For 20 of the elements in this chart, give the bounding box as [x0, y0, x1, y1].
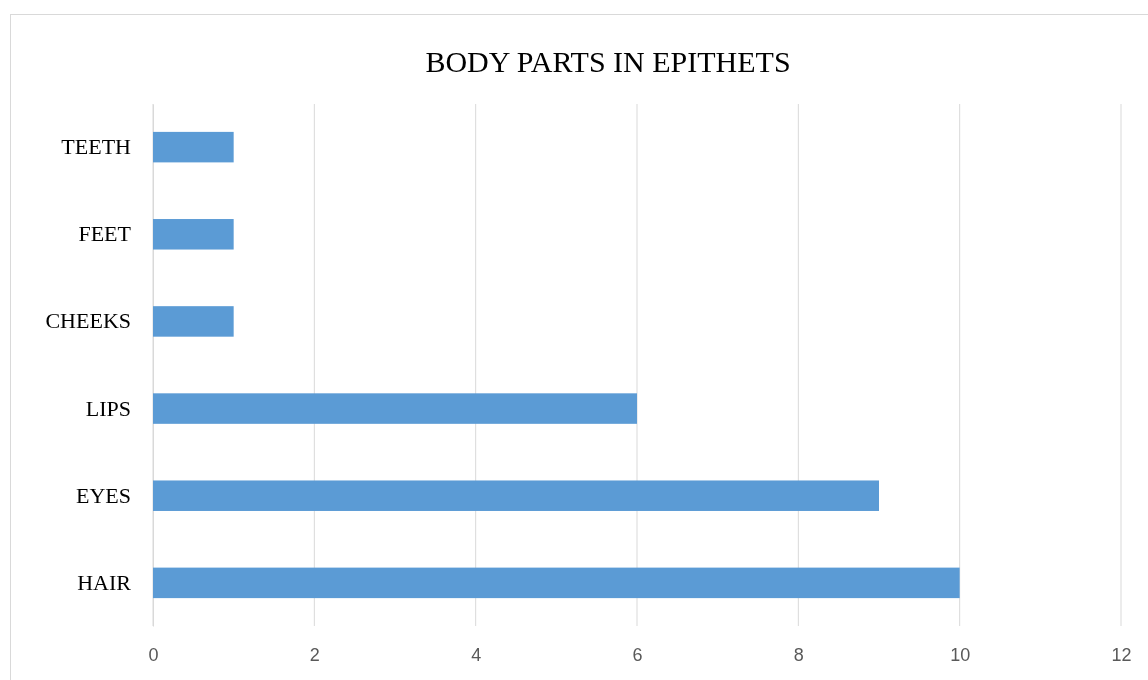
y-tick-label: FEET	[78, 221, 132, 247]
x-tick-label: 10	[950, 644, 971, 665]
y-tick-label: LIPS	[85, 395, 131, 421]
chart-title: BODY PARTS IN EPITHETS	[425, 45, 791, 78]
x-tick-label: 8	[793, 644, 804, 665]
y-tick-label: EYES	[76, 482, 131, 508]
x-tick-label: 12	[1111, 644, 1132, 665]
x-tick-label: 6	[632, 644, 643, 665]
bar	[153, 306, 234, 337]
bar	[153, 567, 960, 599]
y-tick-label: CHEEKS	[45, 308, 131, 334]
bar	[153, 131, 234, 163]
bar	[153, 219, 234, 250]
bar	[153, 480, 879, 511]
bar	[153, 393, 637, 424]
y-tick-label: TEETH	[61, 134, 132, 160]
x-tick-label: 4	[471, 644, 482, 665]
y-tick-label: HAIR	[77, 569, 132, 595]
x-tick-label: 0	[148, 644, 159, 665]
x-tick-label: 2	[309, 644, 320, 665]
